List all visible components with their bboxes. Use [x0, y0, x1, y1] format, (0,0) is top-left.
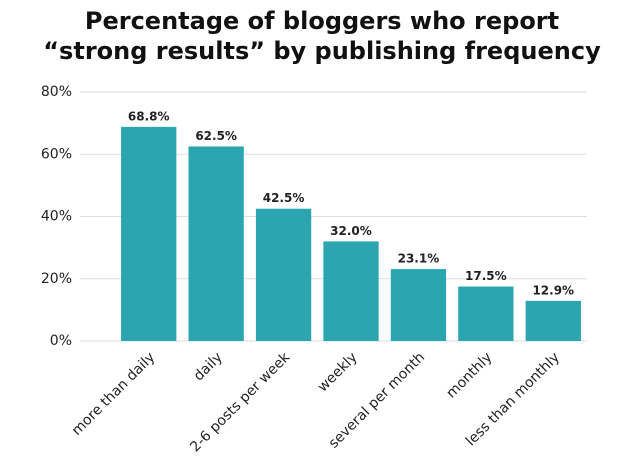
value-label: 42.5% [263, 191, 305, 205]
x-tick-label: more than daily [69, 349, 158, 438]
x-tick-label: weekly [315, 349, 361, 395]
value-label: 12.9% [532, 283, 574, 297]
bar [323, 241, 379, 341]
value-label: 32.0% [330, 224, 372, 238]
y-tick-label: 20% [41, 271, 72, 287]
y-tick-label: 60% [41, 146, 72, 162]
value-label: 68.8% [128, 109, 170, 123]
bar [121, 126, 177, 341]
bar [458, 286, 514, 341]
y-tick-label: 0% [50, 333, 72, 349]
value-label: 23.1% [398, 252, 440, 266]
x-tick-label: monthly [443, 349, 495, 401]
chart-title: “strong results” by publishing frequency [43, 37, 601, 65]
chart-title: Percentage of bloggers who report [85, 7, 559, 35]
bar [525, 300, 581, 341]
value-label: 17.5% [465, 269, 507, 283]
x-tick-label: daily [191, 349, 226, 384]
y-tick-label: 80% [41, 84, 72, 100]
bar [188, 146, 244, 341]
bar [255, 208, 312, 341]
bar [390, 269, 447, 341]
value-label: 62.5% [195, 129, 237, 143]
y-tick-label: 40% [41, 209, 72, 225]
